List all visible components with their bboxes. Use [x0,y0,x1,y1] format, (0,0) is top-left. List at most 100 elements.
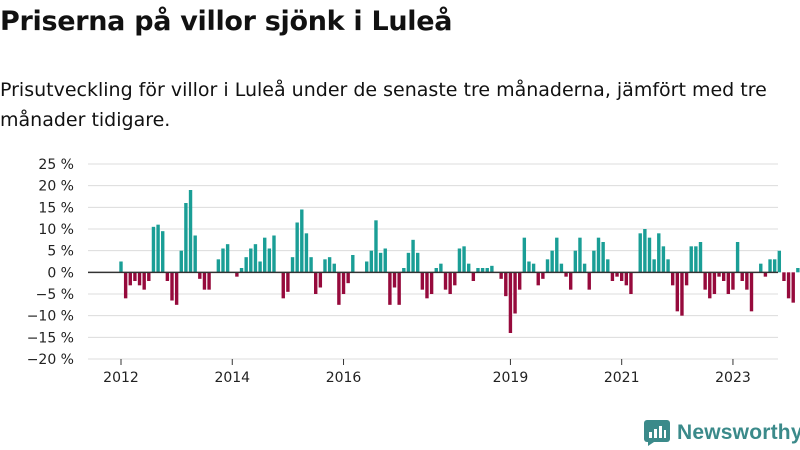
bar [193,235,197,273]
bar [768,259,772,273]
x-tick-label: 2014 [214,370,250,386]
bar [698,242,703,273]
bar [258,261,262,273]
bar [365,261,369,273]
bar [647,237,652,273]
bar [443,272,448,290]
bar [225,244,230,273]
bar [522,237,527,273]
bar [420,272,425,290]
bar [332,263,336,273]
bar [745,272,749,290]
bar [267,248,272,273]
bar [272,235,276,273]
bar [263,237,267,273]
bar [383,248,387,273]
bar [425,272,429,299]
y-axis: 25 % 20 % 15 % 10 % 5 % 0 % −5 % −10 % −15 % −20 … [27,157,74,368]
bar [610,272,615,281]
bar [657,233,661,273]
bar [462,246,466,273]
bar [624,272,629,286]
bar [619,272,624,281]
bar [731,272,735,290]
y-tick-label: 10 % [38,222,74,238]
bar [179,250,183,273]
bar [675,272,680,312]
bar [128,272,132,286]
bar [582,263,587,273]
bar [703,272,707,290]
x-tick-label: 2016 [326,370,362,386]
bar [165,272,170,281]
bar [721,272,726,281]
bar [239,268,244,273]
bar [147,272,151,281]
bar [216,259,221,273]
bar [782,272,786,281]
x-tick-label: 2019 [493,370,529,386]
bar [221,248,225,273]
bar [378,252,383,273]
bar [476,268,480,273]
bar [249,248,253,273]
bar [318,272,323,288]
y-tick-label: 5 % [47,244,74,260]
bar [429,272,434,294]
bar [513,272,517,314]
bar [740,272,744,281]
y-tick-label: 15 % [38,200,74,216]
x-tick-label: 2021 [604,370,640,386]
bar [133,272,137,281]
y-tick-label: −20 % [27,352,74,368]
bar [184,203,188,273]
x-tick-label: 2023 [715,370,751,386]
bar [541,272,545,279]
bar [587,272,591,290]
bar [161,231,165,273]
bar [777,250,782,273]
bar [327,257,332,273]
bar [485,268,489,273]
bar [638,233,642,273]
bar [151,226,156,273]
bar [606,259,610,273]
bar [712,272,717,294]
y-tick-label: −5 % [36,287,74,303]
bar [142,272,146,290]
chart-subtitle: Prisutveckling för villor i Luleå under … [0,79,767,131]
bar [684,272,689,286]
bar [629,272,633,294]
bar [281,272,285,299]
bar [772,259,777,273]
bar [346,272,350,284]
bar [536,272,540,286]
bar [198,272,202,279]
bar [295,222,299,273]
bar [323,259,327,273]
bar [504,272,508,297]
bar-chart: 25 % 20 % 15 % 10 % 5 % 0 % −5 % −10 % −15 % −20 … [27,157,800,386]
bar [545,259,550,273]
bar [397,272,401,305]
bar [759,263,763,273]
bar [202,272,207,290]
bar [796,268,800,273]
bar [406,252,411,273]
bar [341,272,346,294]
bar [708,272,712,299]
bar [434,268,438,273]
bar [735,242,740,273]
bar [615,272,619,277]
bar [309,257,313,273]
chart-title: Priserna på villor sjönk i Luleå [0,6,453,37]
bar [670,272,675,286]
bar [726,272,731,294]
bar [555,237,559,273]
bars [119,190,800,333]
bar [508,272,513,333]
x-axis: 2012201420162019202120232025 [103,359,751,386]
bar [374,220,378,273]
bar [337,272,341,305]
bar [402,268,406,273]
